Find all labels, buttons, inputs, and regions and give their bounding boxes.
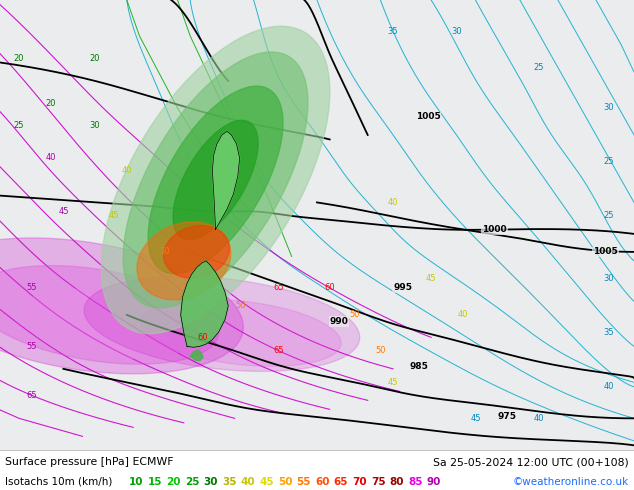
Text: 35: 35 — [388, 27, 398, 36]
Text: 65: 65 — [27, 392, 37, 400]
Polygon shape — [141, 299, 341, 367]
Text: 50: 50 — [375, 346, 385, 355]
Text: 40: 40 — [46, 153, 56, 162]
Polygon shape — [164, 226, 230, 278]
Text: 55: 55 — [27, 283, 37, 293]
Text: 30: 30 — [604, 274, 614, 283]
Text: 20: 20 — [46, 99, 56, 108]
Text: 55: 55 — [27, 342, 37, 351]
Text: 975: 975 — [498, 412, 517, 420]
Polygon shape — [212, 131, 240, 229]
Text: 75: 75 — [371, 477, 385, 487]
Text: 65: 65 — [274, 283, 284, 293]
Polygon shape — [22, 290, 194, 358]
Text: 40: 40 — [534, 414, 544, 423]
Text: 45: 45 — [388, 378, 398, 387]
Text: 1005: 1005 — [415, 112, 441, 122]
Text: Surface pressure [hPa] ECMWF: Surface pressure [hPa] ECMWF — [5, 457, 174, 467]
Text: 40: 40 — [604, 382, 614, 392]
Text: 25: 25 — [14, 122, 24, 130]
Text: 30: 30 — [90, 122, 100, 130]
Text: 990: 990 — [330, 317, 349, 326]
Text: Isotachs 10m (km/h): Isotachs 10m (km/h) — [5, 477, 115, 487]
Text: 50: 50 — [278, 477, 292, 487]
Text: 30: 30 — [604, 103, 614, 113]
Text: ©weatheronline.co.uk: ©weatheronline.co.uk — [513, 477, 629, 487]
Text: 60: 60 — [325, 283, 335, 293]
Text: 40: 40 — [241, 477, 256, 487]
Polygon shape — [181, 261, 228, 347]
Text: 60: 60 — [315, 477, 330, 487]
Text: 45: 45 — [470, 414, 481, 423]
Polygon shape — [0, 238, 243, 374]
Polygon shape — [190, 350, 203, 361]
Text: 25: 25 — [185, 477, 199, 487]
Text: 25: 25 — [534, 63, 544, 72]
Text: 40: 40 — [388, 198, 398, 207]
Text: Sa 25-05-2024 12:00 UTC (00+108): Sa 25-05-2024 12:00 UTC (00+108) — [433, 457, 629, 467]
Text: 55: 55 — [297, 477, 311, 487]
Text: 45: 45 — [109, 211, 119, 220]
Text: 60: 60 — [198, 333, 208, 342]
Text: 70: 70 — [353, 477, 367, 487]
Text: 35: 35 — [604, 328, 614, 338]
Text: 25: 25 — [604, 211, 614, 220]
Text: 45: 45 — [58, 207, 68, 216]
Polygon shape — [173, 120, 258, 240]
Text: 45: 45 — [426, 274, 436, 283]
Text: 50: 50 — [350, 310, 360, 319]
Text: 20: 20 — [166, 477, 181, 487]
Text: 30: 30 — [451, 27, 462, 36]
Text: 15: 15 — [148, 477, 162, 487]
Text: 30: 30 — [204, 477, 218, 487]
Text: 35: 35 — [222, 477, 236, 487]
Polygon shape — [148, 86, 283, 274]
Polygon shape — [101, 26, 330, 334]
Text: 40: 40 — [458, 310, 468, 319]
Text: 25: 25 — [604, 157, 614, 167]
Text: 85: 85 — [408, 477, 423, 487]
Text: 65: 65 — [333, 477, 348, 487]
Polygon shape — [84, 276, 359, 371]
Text: 40: 40 — [122, 167, 132, 175]
Text: 80: 80 — [389, 477, 404, 487]
Text: 65: 65 — [274, 346, 284, 355]
Polygon shape — [0, 266, 219, 364]
Text: 20: 20 — [90, 54, 100, 63]
Polygon shape — [137, 222, 231, 300]
Text: 995: 995 — [393, 283, 412, 293]
Text: 1005: 1005 — [593, 247, 618, 256]
Text: 90: 90 — [427, 477, 441, 487]
Text: 50: 50 — [236, 301, 246, 310]
Text: 45: 45 — [259, 477, 274, 487]
Text: 50: 50 — [160, 247, 170, 256]
Text: 985: 985 — [409, 362, 428, 371]
Text: 1000: 1000 — [482, 225, 507, 234]
Polygon shape — [123, 52, 308, 308]
Text: 20: 20 — [14, 54, 24, 63]
Text: 10: 10 — [129, 477, 143, 487]
